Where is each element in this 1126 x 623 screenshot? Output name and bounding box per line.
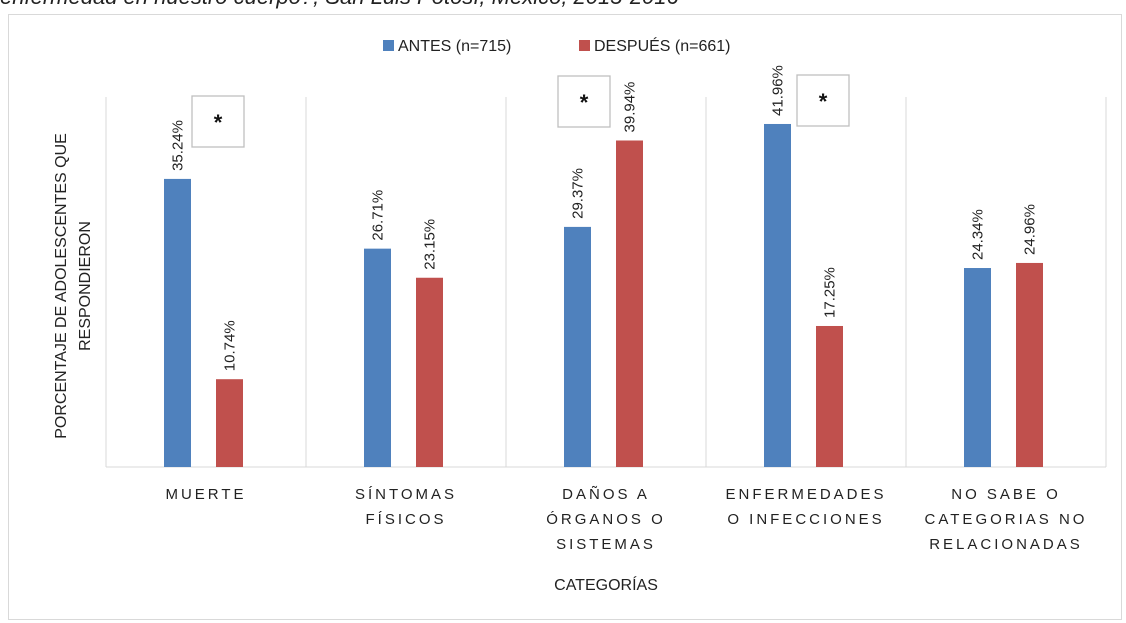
bar xyxy=(1016,262,1043,467)
category-label: MUERTE xyxy=(165,486,246,503)
bars xyxy=(164,123,1043,468)
significance-star: * xyxy=(214,110,223,135)
x-axis-title: CATEGORÍAS xyxy=(554,575,658,594)
category-label-line: FÍSICOS xyxy=(365,511,446,528)
y-axis-title: PORCENTAJE DE ADOLESCENTES QUE xyxy=(53,133,70,439)
data-label: 26.71% xyxy=(370,190,387,241)
bar xyxy=(164,178,191,467)
significance-markers: * * * xyxy=(191,74,850,148)
category-label-line: SISTEMAS xyxy=(556,536,656,553)
data-label: 24.34% xyxy=(970,209,987,260)
data-label: 23.15% xyxy=(422,219,439,270)
category-label-line: O INFECCIONES xyxy=(727,511,884,528)
legend-item: DESPUÉS (n=661) xyxy=(579,36,731,55)
legend-swatch xyxy=(383,40,394,51)
bar xyxy=(964,268,991,467)
y-axis-title: RESPONDIERON xyxy=(77,221,94,351)
category-label-line: RELACIONADAS xyxy=(929,536,1083,553)
data-label: 29.37% xyxy=(570,168,587,219)
significance-marker: * xyxy=(796,74,850,127)
significance-box xyxy=(191,95,245,148)
data-label: 24.96% xyxy=(1022,204,1039,255)
category-label: ENFERMEDADES O INFECCIONES xyxy=(725,486,886,528)
category-separators xyxy=(105,97,1107,468)
data-label: 17.25% xyxy=(822,267,839,318)
data-label: 39.94% xyxy=(622,82,639,133)
page-title: enfermedad en nuestro cuerpo?, San Luis … xyxy=(0,0,1126,14)
category-label-line: NO SABE O xyxy=(951,486,1061,503)
bar xyxy=(364,248,391,467)
data-labels: 35.24% 26.71% 29.37% 41.96% 24.34% 10.74% 23.1… xyxy=(170,65,1039,371)
bar xyxy=(216,379,243,467)
chart-frame xyxy=(8,14,1122,620)
legend-label: ANTES (n=715) xyxy=(398,38,511,55)
significance-marker: * xyxy=(191,95,245,148)
category-label: DAÑOS A ÓRGANOS O SISTEMAS xyxy=(546,486,666,553)
data-label: 10.74% xyxy=(222,320,239,371)
data-label: 41.96% xyxy=(770,65,787,116)
bar xyxy=(764,123,791,468)
legend-item: ANTES (n=715) xyxy=(383,38,511,55)
category-labels: MUERTE SÍNTOMAS FÍSICOS DAÑOS A ÓRGANOS O SIS… xyxy=(165,486,1088,553)
category-label-line: ÓRGANOS O xyxy=(546,511,666,528)
category-label-line: SÍNTOMAS xyxy=(355,486,457,503)
bar xyxy=(416,277,443,467)
significance-star: * xyxy=(580,90,589,115)
bar xyxy=(564,226,591,467)
legend-label: DESPUÉS (n=661) xyxy=(594,36,731,55)
significance-marker: * xyxy=(557,75,611,128)
category-label: SÍNTOMAS FÍSICOS xyxy=(355,486,457,528)
category-label: NO SABE O CATEGORIAS NO RELACIONADAS xyxy=(925,486,1088,553)
legend-swatch xyxy=(579,40,590,51)
category-label-line: ENFERMEDADES xyxy=(725,486,886,503)
significance-box xyxy=(796,74,850,127)
significance-star: * xyxy=(819,89,828,114)
bar xyxy=(816,325,843,467)
significance-box xyxy=(557,75,611,128)
data-label: 35.24% xyxy=(170,120,187,171)
legend: ANTES (n=715) DESPUÉS (n=661) xyxy=(383,36,731,55)
bar xyxy=(616,140,643,468)
category-label-line: DAÑOS A xyxy=(562,486,650,503)
category-label-line: MUERTE xyxy=(165,486,246,503)
category-label-line: CATEGORIAS NO xyxy=(925,511,1088,528)
axis-titles: CATEGORÍAS PORCENTAJE DE ADOLESCENTES QUE… xyxy=(53,133,658,594)
